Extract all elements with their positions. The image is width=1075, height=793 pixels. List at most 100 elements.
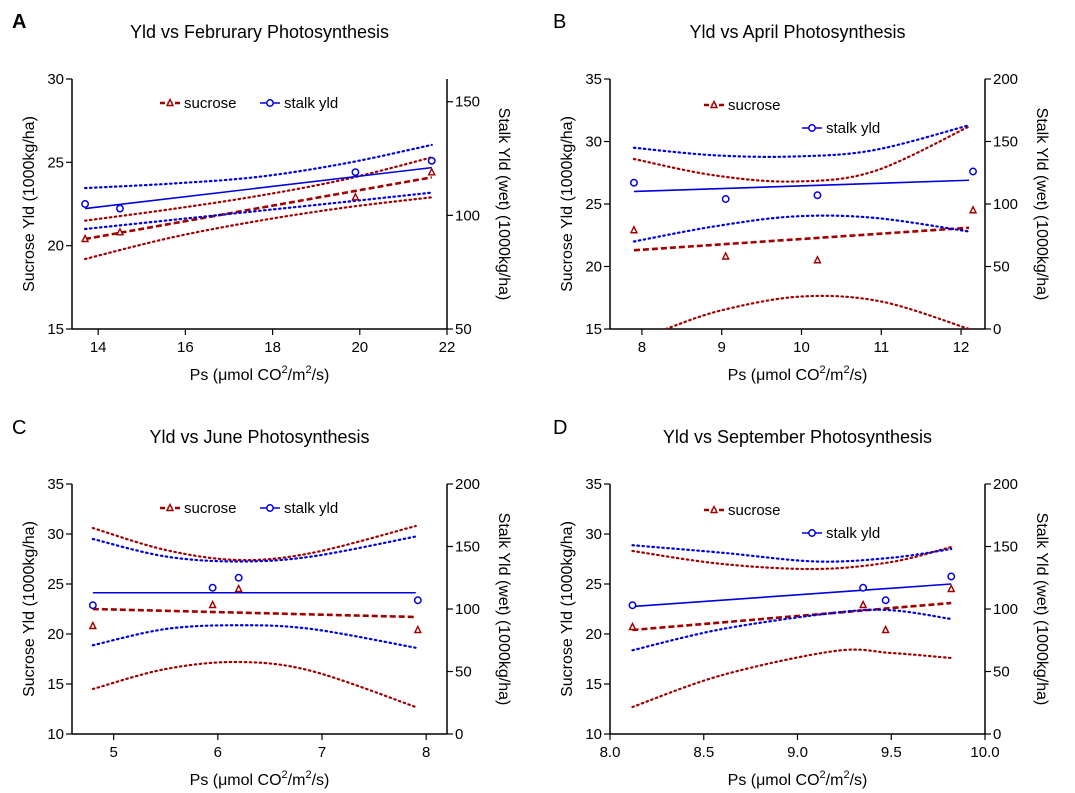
sucrose-point <box>721 251 730 260</box>
sucrose-point <box>115 227 125 236</box>
left-y-tick-label: 20 <box>585 259 602 276</box>
stalk-ci-upper <box>83 143 433 190</box>
chart-title: Yld vs September Photosynthesis <box>663 427 932 447</box>
left-y-axis-label: Sucrose Yld (1000kg/ha) <box>559 116 576 292</box>
x-tick-label: 20 <box>351 339 368 356</box>
stalk-yld-point <box>628 601 637 610</box>
x-tick-label: 16 <box>177 339 194 356</box>
sucrose-point <box>881 624 890 634</box>
stalk-ci-lower <box>632 214 971 243</box>
legend-label-stalk: stalk yld <box>826 525 880 542</box>
left-y-tick-label: 25 <box>585 196 602 213</box>
stalk-fit-line <box>84 166 432 210</box>
stalk-ci-lower <box>91 624 417 649</box>
stalk-yld-point <box>947 572 956 581</box>
right-y-tick-label: 150 <box>455 539 480 556</box>
left-y-tick-label: 35 <box>585 476 602 493</box>
right-y-tick-label: 150 <box>993 539 1018 556</box>
legend-marker-stalk <box>266 504 274 512</box>
left-y-tick-label: 15 <box>585 676 602 693</box>
left-y-tick-label: 20 <box>47 238 64 255</box>
x-tick-label: 7 <box>318 744 326 761</box>
legend: sucrose stalk yld <box>160 95 338 112</box>
legend-marker-sucrose <box>709 504 719 514</box>
x-tick-label: 10 <box>793 339 810 356</box>
x-tick-label: 12 <box>953 339 970 356</box>
x-tick-label: 8.0 <box>600 744 621 761</box>
left-y-tick-label: 10 <box>47 726 64 743</box>
plot-area <box>91 524 417 709</box>
sucrose-point <box>968 205 978 214</box>
legend-label-sucrose: sucrose <box>184 95 237 112</box>
legend-label-stalk: stalk yld <box>826 120 880 137</box>
stalk-yld-point <box>881 596 890 605</box>
legend-marker-stalk <box>808 124 816 132</box>
left-y-axis-label: Sucrose Yld (1000kg/ha) <box>21 521 38 697</box>
panel-c: C Yld vs June Photosynthesis 5 6 7 8 10 15 20 25 3… <box>12 417 512 789</box>
right-y-tick-label: 150 <box>993 134 1018 151</box>
left-y-tick-label: 35 <box>47 476 64 493</box>
plot-area <box>83 143 433 261</box>
left-y-tick-label: 30 <box>585 134 602 151</box>
plot-area <box>631 544 953 709</box>
stalk-yld-point <box>813 191 822 200</box>
right-y-axis-label: Stalk Yld (wet) (1000kg/ha) <box>1033 513 1050 706</box>
sucrose-ci-lower <box>91 660 417 709</box>
right-y-tick-label: 150 <box>455 94 480 111</box>
left-y-tick-label: 15 <box>47 676 64 693</box>
sucrose-point <box>80 233 90 243</box>
left-y-axis-label: Sucrose Yld (1000kg/ha) <box>559 521 576 697</box>
x-tick-label: 22 <box>439 339 456 356</box>
sucrose-fit-line <box>632 601 952 632</box>
stalk-ci-lower <box>83 191 433 231</box>
sucrose-ci-upper <box>631 545 953 571</box>
sucrose-ci-upper <box>632 125 971 183</box>
legend-marker-sucrose <box>165 502 175 512</box>
stalk-yld-point <box>351 168 360 177</box>
panel-d: D Yld vs September Photosynthesis 8.0 8.5 9.… <box>553 417 1050 789</box>
x-tick-label: 9 <box>718 339 726 356</box>
legend-label-sucrose: sucrose <box>728 97 781 114</box>
x-tick-label: 10.0 <box>970 744 999 761</box>
right-y-tick-label: 100 <box>993 601 1018 618</box>
left-y-tick-label: 25 <box>47 576 64 593</box>
sucrose-ci-upper <box>83 156 433 222</box>
stalk-fit-line <box>632 583 952 608</box>
stalk-yld-point <box>721 195 730 203</box>
x-axis-label: Ps (μmol CO2/m2/s) <box>728 364 868 384</box>
legend-marker-sucrose <box>165 97 175 107</box>
panel-label: C <box>12 417 26 439</box>
left-y-tick-label: 25 <box>47 154 64 171</box>
sucrose-ci-lower <box>664 294 971 329</box>
stalk-fit-line <box>633 179 970 193</box>
left-y-tick-label: 20 <box>47 626 64 643</box>
sucrose-fit-line <box>633 226 970 252</box>
stalk-ci-upper <box>632 124 971 158</box>
right-y-axis-label: Stalk Yld (wet) (1000kg/ha) <box>1033 108 1050 301</box>
stalk-ci-lower <box>631 608 953 652</box>
left-y-tick-label: 30 <box>47 71 64 88</box>
x-tick-label: 8.5 <box>693 744 714 761</box>
x-tick-label: 14 <box>90 339 107 356</box>
stalk-yld-point <box>427 156 436 165</box>
x-tick-label: 5 <box>109 744 117 761</box>
stalk-yld-point <box>629 178 638 187</box>
left-y-tick-label: 15 <box>585 321 602 338</box>
stalk-ci-upper <box>631 544 953 563</box>
right-y-tick-label: 200 <box>993 71 1018 88</box>
sucrose-point <box>413 624 422 634</box>
sucrose-point <box>628 621 637 631</box>
legend-marker-stalk <box>266 99 274 107</box>
sucrose-ci-upper <box>91 524 417 562</box>
right-y-tick-label: 100 <box>455 207 480 224</box>
stalk-yld-point <box>81 200 90 208</box>
right-y-tick-label: 100 <box>455 601 480 618</box>
legend-marker-sucrose <box>709 99 719 109</box>
right-y-tick-label: 50 <box>993 664 1010 681</box>
right-y-tick-label: 200 <box>455 476 480 493</box>
sucrose-point <box>234 583 243 593</box>
stalk-yld-point <box>116 204 124 213</box>
x-tick-label: 18 <box>264 339 281 356</box>
left-y-tick-label: 35 <box>585 71 602 88</box>
